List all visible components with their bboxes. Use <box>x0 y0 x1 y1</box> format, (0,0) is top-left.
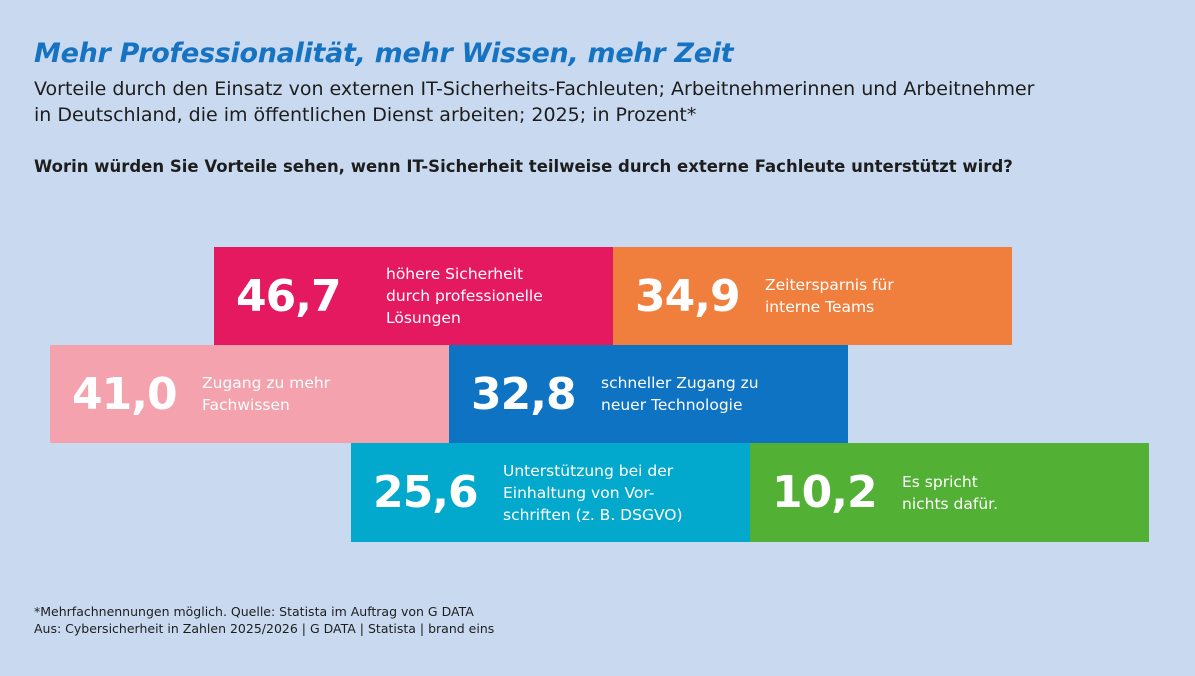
footnote: *Mehrfachnennungen möglich. Quelle: Stat… <box>34 603 494 637</box>
tile-value: 32,8 <box>471 368 577 420</box>
value-tile: 46,7 höhere Sicherheit durch professionell… <box>214 247 613 345</box>
tile-label-line: Es spricht <box>902 472 978 491</box>
tile-label-line: Fachwissen <box>202 396 290 414</box>
tile-label-line: durch professionelle <box>386 287 543 305</box>
tile-label-line: interne Teams <box>765 298 875 316</box>
subtitle-line: Vorteile durch den Einsatz von externen … <box>34 78 1035 100</box>
tile-label: höhere Sicherheit durch professionelle Lös… <box>386 263 613 329</box>
tile-label: Unterstützung bei der Einhaltung von Vor-… <box>503 460 750 526</box>
tile-label: Zugang zu mehr Fachwissen <box>202 372 449 416</box>
footnote-publication: Aus: Cybersicherheit in Zahlen 2025/2026… <box>34 621 495 636</box>
survey-question: Worin würden Sie Vorteile sehen, wenn IT… <box>34 157 1013 176</box>
tile-label-line: Unterstützung bei der <box>503 461 674 480</box>
value-tile: 41,0 Zugang zu mehr Fachwissen <box>50 345 449 443</box>
tile-value: 25,6 <box>373 467 479 518</box>
tile-label-line: Zeitersparnis für <box>765 276 894 294</box>
tile-label-line: höhere Sicherheit <box>386 265 524 283</box>
chart-subtitle: Vorteile durch den Einsatz von externen … <box>34 76 1124 128</box>
subtitle-line: in Deutschland, die im öffentlichen Dien… <box>34 104 697 126</box>
chart-title: Mehr Professionalität, mehr Wissen, mehr… <box>34 38 734 69</box>
footnote-source: *Mehrfachnennungen möglich. Quelle: Stat… <box>34 604 474 619</box>
tile-label: Zeitersparnis für interne Teams <box>765 274 1012 318</box>
tile-label-line: neuer Technologie <box>601 396 743 414</box>
tile-value: 10,2 <box>772 467 878 518</box>
tile-label: schneller Zugang zu neuer Technologie <box>601 372 848 416</box>
value-tile: 34,9 Zeitersparnis für interne Teams <box>613 247 1012 345</box>
value-tile: 32,8 schneller Zugang zu neuer Technologie <box>449 345 848 443</box>
value-tile: 25,6 Unterstützung bei der Einhaltung von … <box>351 443 750 542</box>
tile-label-line: Zugang zu mehr <box>202 374 331 392</box>
tile-value: 34,9 <box>635 270 741 322</box>
tile-value: 46,7 <box>236 270 342 322</box>
tile-label: Es spricht nichts dafür. <box>902 471 1149 515</box>
tile-label-line: schneller Zugang zu <box>601 374 759 392</box>
value-tile: 10,2 Es spricht nichts dafür. <box>750 443 1149 542</box>
tile-label-line: Lösungen <box>386 309 461 327</box>
tile-label-line: schriften (z. B. DSGVO) <box>503 505 683 524</box>
tile-value: 41,0 <box>72 368 178 420</box>
tile-label-line: Einhaltung von Vor- <box>503 483 655 502</box>
tile-label-line: nichts dafür. <box>902 494 999 513</box>
